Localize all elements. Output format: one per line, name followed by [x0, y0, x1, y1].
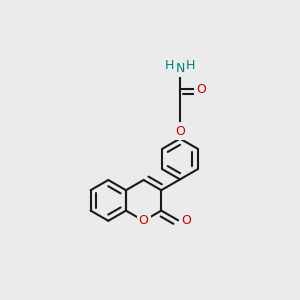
Text: H: H: [186, 58, 195, 72]
Text: O: O: [175, 124, 185, 138]
Text: O: O: [196, 82, 206, 96]
Text: O: O: [139, 214, 148, 227]
Text: N: N: [175, 61, 185, 75]
Text: O: O: [181, 214, 191, 227]
Text: H: H: [165, 58, 174, 72]
